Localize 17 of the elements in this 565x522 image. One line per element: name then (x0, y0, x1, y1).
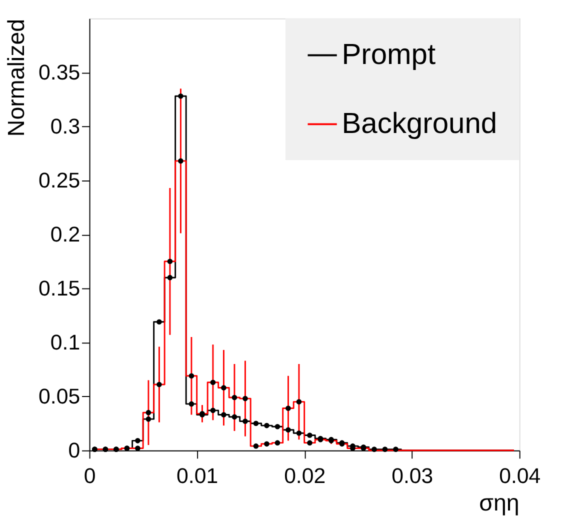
y-tick-label: 0.25 (38, 168, 80, 193)
y-tick-label: 0.2 (50, 222, 80, 247)
y-tick-label: 0.1 (50, 330, 80, 355)
x-axis-title: σηη (479, 490, 520, 516)
x-tick-label: 0.04 (499, 464, 541, 488)
legend-label: Background (342, 108, 498, 140)
y-tick-label: 0.35 (38, 60, 80, 85)
y-axis-title: Normalized (2, 18, 29, 137)
y-tick-label: 0.3 (50, 114, 80, 139)
legend-label: Prompt (342, 39, 436, 72)
y-tick-label: 0.15 (38, 276, 80, 301)
y-tick-label: 0 (68, 438, 80, 463)
x-tick-label: 0 (84, 464, 96, 488)
x-tick-label: 0.03 (392, 464, 434, 488)
x-tick-label: 0.02 (284, 464, 326, 488)
x-tick-label: 0.01 (176, 464, 218, 488)
y-tick-label: 0.05 (38, 384, 80, 409)
